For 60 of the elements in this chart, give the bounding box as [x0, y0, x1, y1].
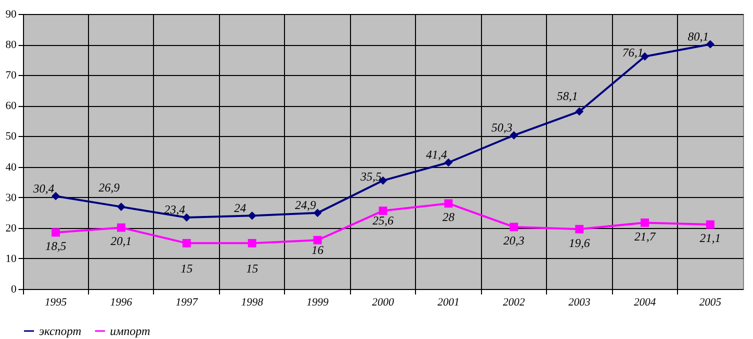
x-tick-label: 2002: [502, 296, 526, 308]
data-label: 80,1: [688, 29, 709, 44]
point: [706, 40, 714, 48]
data-label: 21,1: [700, 231, 721, 246]
point: [248, 238, 256, 248]
point: [378, 206, 388, 215]
data-label: 23,4: [164, 202, 186, 217]
x-tick-label: 1998: [241, 296, 264, 308]
point: [117, 202, 126, 211]
data-label: 35,5: [360, 170, 382, 184]
point: [52, 228, 60, 237]
y-tick-label: 90: [6, 8, 17, 20]
y-tick-label: 60: [6, 100, 17, 112]
data-label: 41,4: [426, 148, 447, 162]
data-label: 76,1: [622, 46, 644, 60]
x-tick-label: 2000: [372, 296, 394, 308]
data-label: 25,6: [372, 214, 394, 228]
data-label: 21,7: [634, 229, 656, 244]
data-label: 24,9: [295, 198, 316, 212]
point: [706, 220, 714, 229]
x-tick-label: 1995: [44, 296, 68, 308]
x-tick-label: 2001: [437, 296, 460, 308]
data-label: 58,1: [556, 88, 578, 103]
point: [444, 199, 453, 208]
y-tick-label: 10: [6, 252, 17, 265]
point: [117, 223, 126, 232]
point: [640, 218, 649, 227]
legend-label: экспорт: [39, 324, 82, 338]
data-label: 20,3: [503, 234, 524, 248]
y-tick-label: 40: [6, 161, 17, 174]
y-tick-label: 80: [6, 39, 17, 52]
data-label: 24: [234, 200, 246, 215]
data-label: 20,1: [110, 234, 132, 248]
data-label: 15: [180, 262, 193, 276]
point: [182, 238, 191, 248]
x-tick-label: 1997: [176, 296, 198, 308]
x-tick-label: 2004: [634, 296, 656, 308]
y-tick-label: 30: [6, 192, 17, 204]
point: [575, 107, 584, 116]
x-tick-label: 1996: [110, 296, 133, 308]
data-label: 18,5: [45, 239, 66, 254]
point: [313, 236, 322, 244]
x-tick-label: 2005: [699, 296, 722, 308]
data-label: 30,4: [32, 181, 54, 196]
data-label: 28: [442, 210, 454, 224]
y-tick-label: 0: [11, 284, 17, 296]
point: [575, 224, 584, 234]
y-tick-label: 50: [6, 130, 17, 143]
y-tick-label: 70: [6, 70, 17, 82]
data-label: 26,9: [98, 180, 120, 194]
point: [510, 222, 518, 232]
x-tick-label: 2003: [568, 296, 591, 308]
x-tick-label: 1999: [306, 296, 330, 308]
y-tick-label: 20: [6, 222, 17, 234]
data-label: 16: [312, 242, 324, 257]
data-label: 19,6: [568, 236, 590, 250]
point: [248, 211, 256, 220]
data-label: 50,3: [491, 120, 512, 135]
data-label: 15: [246, 262, 258, 276]
legend-label: импорт: [110, 324, 150, 338]
